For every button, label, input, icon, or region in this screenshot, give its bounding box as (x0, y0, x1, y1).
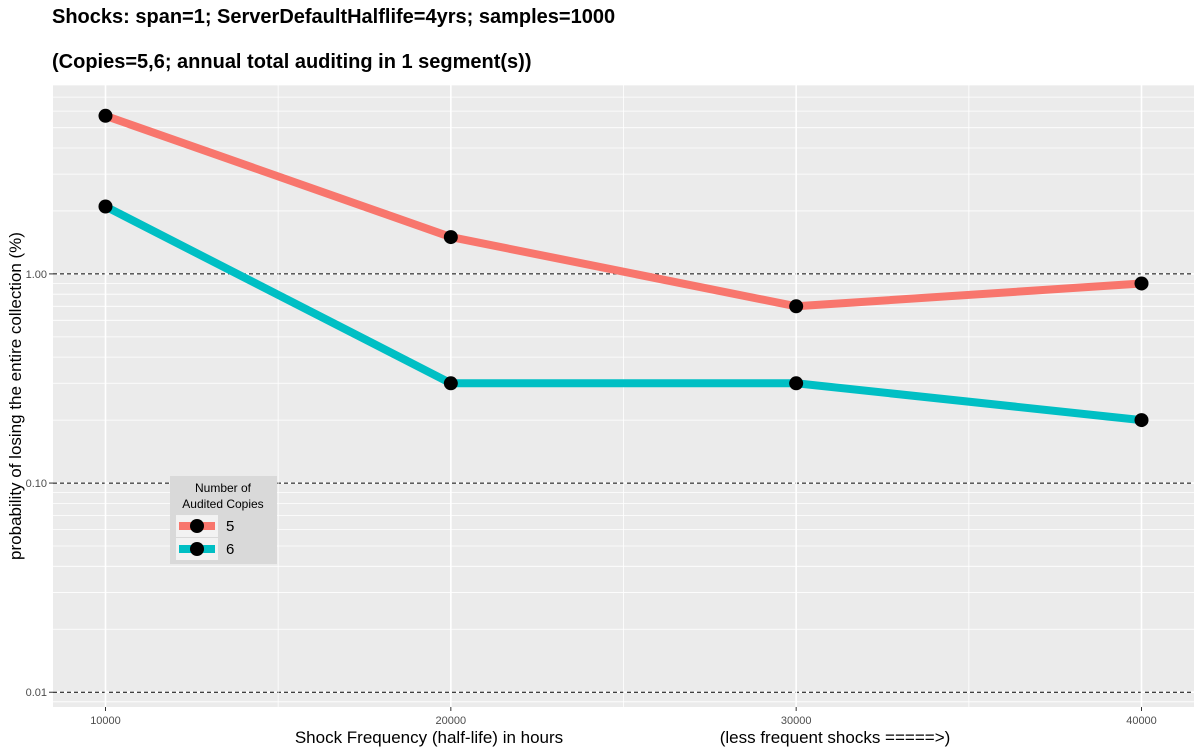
data-point-copies-6 (443, 376, 458, 391)
data-point-copies-5 (789, 299, 804, 314)
x-tick-label: 20000 (436, 715, 467, 727)
legend-key-marker (190, 519, 204, 533)
chart-title: Shocks: span=1; ServerDefaultHalflife=4y… (52, 6, 615, 28)
data-point-copies-5 (98, 108, 113, 123)
axis-layer: 0.01 0.10 1.00 10000 20000 30000 40000 (26, 269, 1157, 727)
y-tick-label: 0.01 (26, 687, 47, 699)
legend: Number of Audited Copies 5 6 (170, 476, 277, 564)
y-tick-label: 1.00 (26, 269, 47, 281)
chart-subtitle: (Copies=5,6; annual total auditing in 1 … (52, 51, 532, 73)
legend-label-series-2: 6 (226, 541, 234, 558)
x-axis-note: (less frequent shocks =====>) (720, 728, 951, 747)
legend-key-marker (190, 542, 204, 556)
legend-keys (176, 515, 218, 560)
x-tick-label: 40000 (1126, 715, 1157, 727)
series-layer (98, 108, 1149, 428)
legend-title-line-2: Audited Copies (182, 497, 263, 511)
x-tick-label: 10000 (90, 715, 121, 727)
series-line-copies-5 (104, 112, 1142, 311)
y-axis-title: probability of losing the entire collect… (6, 232, 25, 560)
legend-label-series-1: 5 (226, 518, 234, 535)
data-point-copies-5 (443, 230, 458, 245)
data-point-copies-6 (789, 376, 804, 391)
x-tick-label: 30000 (781, 715, 812, 727)
legend-title-line-1: Number of (195, 481, 252, 495)
data-point-copies-6 (1134, 413, 1149, 428)
data-point-copies-5 (1134, 276, 1149, 291)
x-axis-title: Shock Frequency (half-life) in hours (295, 728, 563, 747)
data-point-copies-6 (98, 199, 113, 214)
y-tick-label: 0.10 (26, 478, 47, 490)
series-line-copies-6 (103, 202, 1142, 425)
